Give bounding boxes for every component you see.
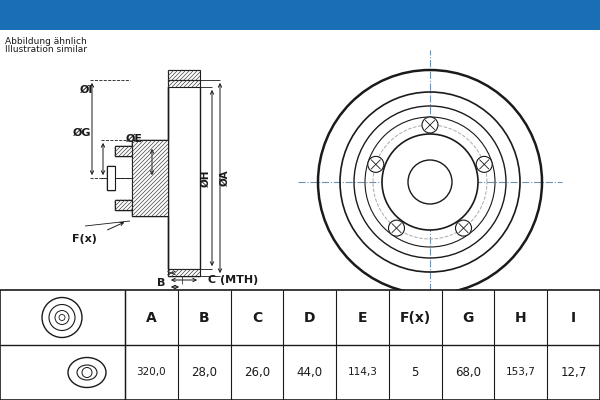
Circle shape	[382, 134, 478, 230]
Ellipse shape	[68, 358, 106, 388]
Text: 68,0: 68,0	[455, 366, 481, 379]
Bar	[0, 0, 600, 30]
Circle shape	[49, 304, 75, 330]
Bar	[168, 70, 200, 80]
Text: ØE: ØE	[126, 134, 143, 144]
Ellipse shape	[77, 365, 97, 380]
Bar	[0, 30, 600, 290]
Text: ØI: ØI	[80, 85, 94, 95]
Text: E: E	[358, 310, 367, 324]
Text: Abbildung ähnlich: Abbildung ähnlich	[5, 37, 87, 46]
Text: 114,3: 114,3	[347, 368, 377, 378]
Text: 320,0: 320,0	[137, 368, 166, 378]
Bar	[132, 140, 168, 216]
Circle shape	[388, 220, 404, 236]
Text: 428291: 428291	[386, 5, 473, 25]
Text: D: D	[304, 310, 316, 324]
Text: I: I	[571, 310, 576, 324]
Circle shape	[42, 298, 82, 338]
Circle shape	[422, 117, 438, 133]
Text: ØA: ØA	[220, 170, 230, 186]
Text: 24.0128-0291.1: 24.0128-0291.1	[83, 5, 267, 25]
Bar	[115, 200, 132, 210]
Text: D: D	[156, 290, 165, 300]
Text: C: C	[252, 310, 262, 324]
Circle shape	[59, 314, 65, 320]
Text: C (MTH): C (MTH)	[208, 275, 258, 285]
Bar	[115, 146, 132, 156]
Circle shape	[408, 160, 452, 204]
Bar	[168, 80, 200, 87]
Text: 5: 5	[412, 366, 419, 379]
Circle shape	[318, 70, 542, 294]
Text: 12,7: 12,7	[560, 366, 587, 379]
Text: 44,0: 44,0	[296, 366, 323, 379]
Text: 28,0: 28,0	[191, 366, 217, 379]
Circle shape	[368, 156, 384, 172]
Bar	[0, 290, 600, 400]
Text: B: B	[157, 278, 165, 288]
Text: 26,0: 26,0	[244, 366, 270, 379]
Bar	[168, 269, 200, 276]
Text: F(x): F(x)	[400, 310, 431, 324]
Circle shape	[476, 156, 492, 172]
Text: Illustration similar: Illustration similar	[5, 45, 87, 54]
Circle shape	[455, 220, 472, 236]
Text: A: A	[146, 310, 157, 324]
Text: ØG: ØG	[73, 128, 91, 138]
Circle shape	[55, 310, 69, 324]
Bar	[107, 166, 115, 190]
Circle shape	[82, 368, 92, 378]
Text: ØH: ØH	[201, 169, 211, 187]
Text: H: H	[515, 310, 527, 324]
Text: F(x): F(x)	[72, 234, 97, 244]
Text: 153,7: 153,7	[506, 368, 536, 378]
Text: B: B	[199, 310, 209, 324]
Text: G: G	[463, 310, 474, 324]
